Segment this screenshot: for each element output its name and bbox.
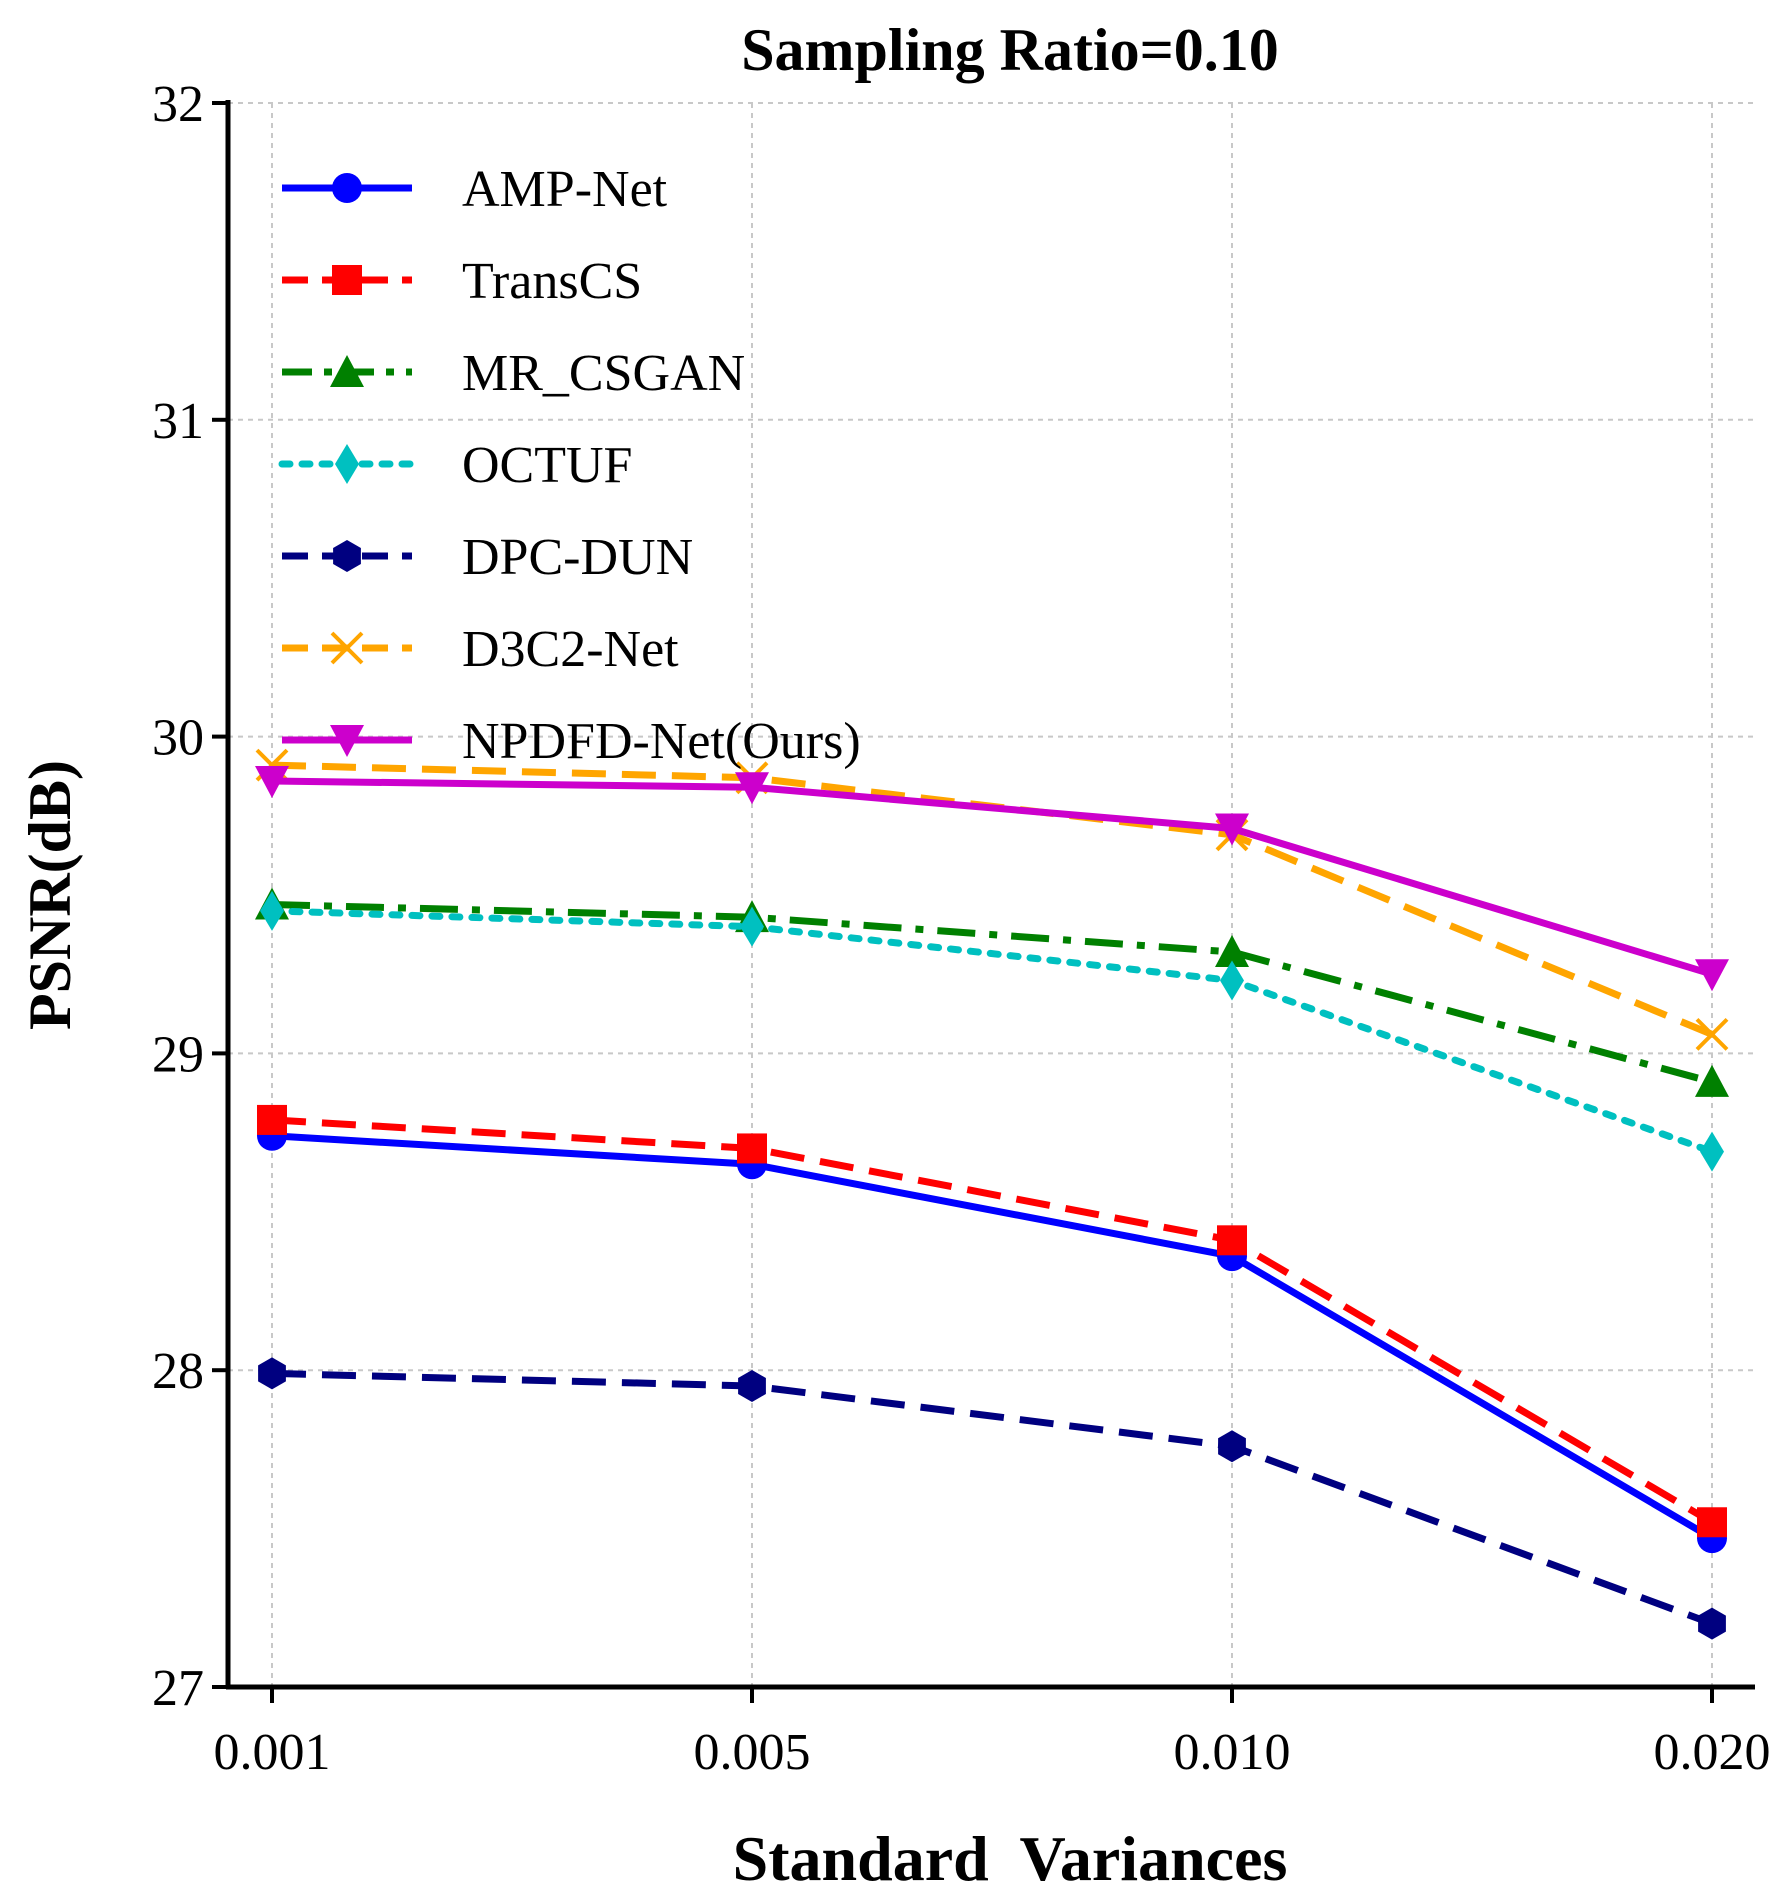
legend-marker (333, 540, 361, 572)
data-point (258, 1357, 286, 1390)
legend-marker (330, 725, 364, 757)
y-tick-label: 27 (152, 1660, 204, 1717)
x-axis-label: Standard Variances (733, 1823, 1288, 1894)
legend-marker (332, 265, 362, 295)
legend-label: DPC-DUN (462, 529, 693, 586)
tick-labels: 27 28 29 30 31 32 0.001 0.005 0.010 0.020 (152, 76, 1771, 1781)
legend-entry: NPDFD-Net(Ours) (282, 713, 861, 770)
legend-entry: AMP-Net (282, 161, 668, 218)
data-point (737, 1133, 767, 1164)
data-point (735, 772, 769, 805)
legend-label: OCTUF (462, 437, 632, 494)
legend-label: AMP-Net (462, 161, 668, 218)
grid-lines (228, 102, 1755, 1688)
data-point (1695, 959, 1729, 992)
series-d3c2-net (255, 748, 1729, 1051)
legend-label: TransCS (462, 253, 642, 310)
y-tick-label: 28 (152, 1343, 204, 1400)
data-point (1220, 960, 1244, 1001)
data-point (257, 1104, 287, 1135)
series-line (271, 1116, 1714, 1526)
series-amp-net (257, 1120, 1727, 1554)
series-octuf (260, 890, 1724, 1172)
data-point (260, 890, 284, 931)
legend-marker (330, 631, 364, 665)
legend-label: MR_CSGAN (462, 345, 745, 402)
y-tick-label: 32 (152, 76, 204, 133)
series-dpc-dun (258, 1357, 1726, 1640)
legend-label: NPDFD-Net(Ours) (462, 713, 861, 770)
data-point (1700, 1131, 1724, 1172)
chart-title: Sampling Ratio=0.10 (741, 17, 1279, 83)
data-point (1217, 1225, 1247, 1256)
legend-label: D3C2-Net (462, 621, 679, 678)
legend-marker (330, 355, 364, 387)
data-point (1215, 935, 1249, 968)
data-point (1215, 813, 1249, 846)
data-point (738, 1370, 766, 1402)
data-point (1697, 1507, 1727, 1538)
legend-entry: DPC-DUN (282, 529, 693, 586)
data-point (1218, 1430, 1246, 1463)
y-tick-label: 30 (152, 710, 204, 767)
legend: AMP-Net TransCS MR_CSGAN OCTUF DPC-DUN D3C2-N… (278, 161, 861, 770)
x-marker-stroke (1695, 1017, 1729, 1051)
legend-marker (335, 444, 359, 484)
x-tick-label: 0.001 (214, 1724, 331, 1781)
data-point (1695, 1017, 1729, 1051)
legend-entry: D3C2-Net (282, 621, 679, 678)
y-tick-label: 29 (152, 1026, 204, 1083)
data-point (255, 765, 289, 798)
series-line (268, 907, 1716, 1156)
legend-marker (332, 173, 362, 203)
y-tick-label: 31 (152, 393, 204, 450)
x-tick-label: 0.020 (1654, 1724, 1771, 1781)
x-marker-stroke (330, 631, 364, 665)
legend-entry: OCTUF (278, 437, 632, 494)
data-point (1695, 1064, 1729, 1097)
legend-entry: TransCS (282, 253, 642, 310)
series-transcs (257, 1104, 1727, 1538)
series-line (271, 901, 1713, 1086)
plot-series (255, 748, 1729, 1640)
series-line (271, 777, 1714, 978)
data-point (1698, 1607, 1726, 1640)
x-tick-label: 0.010 (1174, 1724, 1291, 1781)
series-line (271, 1132, 1714, 1542)
y-axis-label: PSNR(dB) (17, 760, 83, 1030)
legend-entry: MR_CSGAN (282, 345, 745, 402)
x-tick-label: 0.005 (694, 1724, 811, 1781)
data-point (740, 906, 764, 947)
series-line (271, 1369, 1714, 1627)
axes (212, 100, 1755, 1703)
series-npdfd-net-ours- (255, 765, 1729, 992)
